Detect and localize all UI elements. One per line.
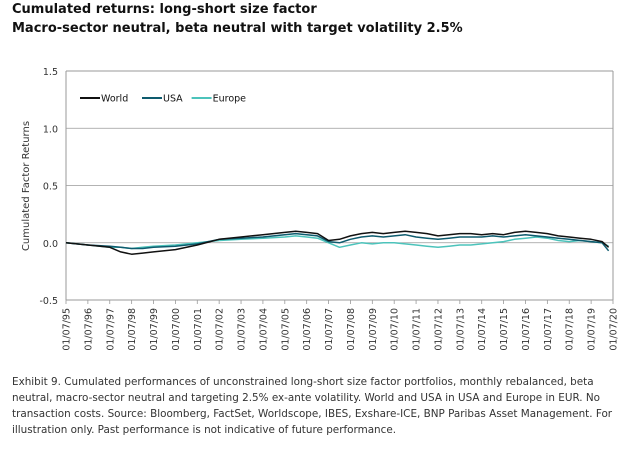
chart-subtitle: Macro-sector neutral, beta neutral with …	[12, 21, 463, 36]
chart-title: Cumulated returns: long-short size facto…	[12, 2, 317, 17]
series-line-europe	[65, 235, 609, 250]
y-tick-label: -0.5	[39, 296, 58, 307]
y-tick-label: 0.0	[43, 239, 58, 250]
x-tick-label: 01/07/15	[499, 308, 510, 351]
series-layer	[65, 230, 610, 255]
x-tick-label: 01/07/08	[346, 308, 357, 351]
x-tick-label: 01/07/04	[258, 308, 269, 351]
figure-caption: Exhibit 9. Cumulated performances of unc…	[12, 376, 613, 436]
x-tick-label: 01/07/01	[193, 308, 204, 351]
x-tick-label: 01/07/03	[237, 308, 248, 351]
x-tick-label: 01/07/14	[477, 308, 488, 351]
legend: World USA Europe	[80, 94, 246, 105]
x-tick-label: 01/07/97	[105, 308, 116, 351]
x-tick-label: 01/07/98	[127, 308, 138, 351]
x-tick-label: 01/07/96	[83, 308, 94, 351]
y-tick-labels: 1.5 1.0 0.5 0.0 -0.5	[39, 67, 58, 307]
x-tick-label: 01/07/02	[215, 308, 226, 351]
series-line-usa	[65, 232, 610, 252]
x-tick-label: 01/07/00	[171, 308, 182, 351]
x-tick-label: 01/07/11	[412, 308, 423, 351]
series-line-world	[65, 230, 610, 255]
x-tick-label: 01/07/12	[433, 308, 444, 351]
x-tick-label: 01/07/09	[368, 308, 379, 351]
x-tick-label: 01/07/16	[521, 308, 532, 351]
chart-svg: 1.51.00.50.0-0.5 01/07/95 01/07/96 01/07/9…	[21, 67, 620, 351]
x-tick-label: 01/07/13	[455, 308, 466, 351]
x-tick-label: 01/07/07	[324, 308, 335, 351]
x-tick-label: 01/07/05	[280, 308, 291, 351]
x-tick-label: 01/07/95	[62, 308, 73, 351]
x-tick-label: 01/07/19	[587, 308, 598, 351]
x-tick-label: 01/07/18	[565, 308, 576, 351]
legend-label-usa: USA	[163, 94, 183, 105]
legend-label-europe: Europe	[213, 94, 247, 105]
x-tick-label: 01/07/99	[149, 308, 160, 351]
x-tick-labels: 01/07/95 01/07/96 01/07/97 01/07/98 01/07/99…	[62, 300, 620, 351]
x-tick-label: 01/07/20	[609, 308, 620, 351]
x-tick-label: 01/07/10	[390, 308, 401, 351]
x-tick-label: 01/07/17	[543, 308, 554, 351]
legend-label-world: World	[101, 94, 128, 105]
y-axis-label: Cumulated Factor Returns	[21, 121, 32, 251]
x-tick-label: 01/07/06	[302, 308, 313, 351]
y-tick-label: 1.5	[43, 67, 58, 78]
y-tick-label: 0.5	[43, 182, 58, 193]
grid-layer	[65, 70, 614, 301]
y-tick-label: 1.0	[43, 124, 58, 135]
